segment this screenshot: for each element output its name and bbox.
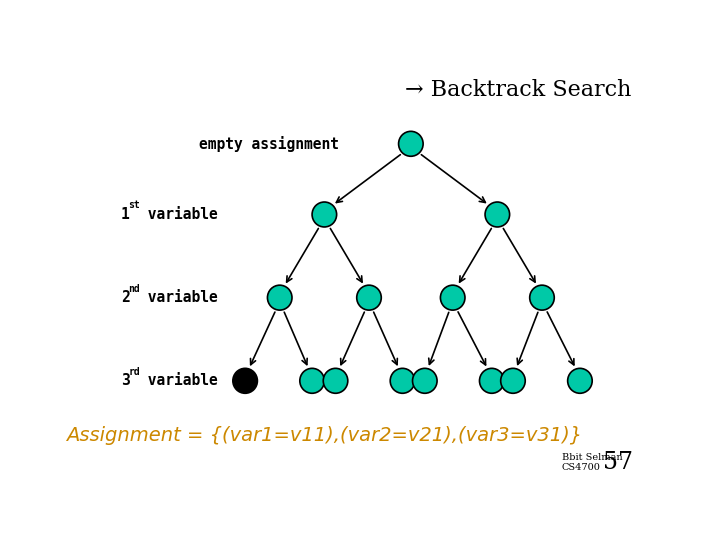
Text: → Backtrack Search: → Backtrack Search — [405, 79, 631, 102]
Ellipse shape — [480, 368, 504, 393]
Text: 57: 57 — [603, 451, 634, 474]
Text: variable: variable — [139, 207, 218, 222]
Ellipse shape — [500, 368, 525, 393]
Text: st: st — [128, 200, 140, 211]
Ellipse shape — [399, 131, 423, 156]
Ellipse shape — [312, 202, 337, 227]
Text: variable: variable — [139, 373, 218, 388]
Text: 3: 3 — [121, 373, 130, 388]
Ellipse shape — [413, 368, 437, 393]
Ellipse shape — [300, 368, 324, 393]
Text: empty assignment: empty assignment — [199, 136, 339, 152]
Ellipse shape — [323, 368, 348, 393]
Text: Bbit Selman
CS4700: Bbit Selman CS4700 — [562, 453, 622, 472]
Ellipse shape — [267, 285, 292, 310]
Text: 2: 2 — [121, 290, 130, 305]
Ellipse shape — [356, 285, 382, 310]
Ellipse shape — [485, 202, 510, 227]
Ellipse shape — [441, 285, 465, 310]
Ellipse shape — [530, 285, 554, 310]
Text: Assignment = {(var1=v11),(var2=v21),(var3=v31)}: Assignment = {(var1=v11),(var2=v21),(var… — [66, 426, 582, 445]
Ellipse shape — [233, 368, 258, 393]
Text: variable: variable — [139, 290, 218, 305]
Text: 1: 1 — [121, 207, 130, 222]
Ellipse shape — [390, 368, 415, 393]
Ellipse shape — [567, 368, 592, 393]
Text: nd: nd — [128, 284, 140, 294]
Text: rd: rd — [128, 367, 140, 377]
